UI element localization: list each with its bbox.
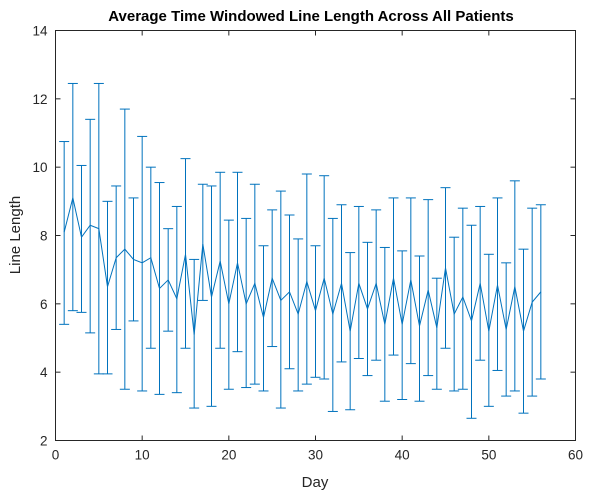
x-tick-label: 10 — [135, 448, 150, 463]
y-tick-label: 6 — [40, 297, 48, 312]
y-tick-label: 8 — [40, 229, 48, 244]
y-tick-label: 14 — [32, 24, 48, 39]
y-axis-label: Line Length — [7, 196, 24, 274]
x-tick-label: 20 — [221, 448, 236, 463]
y-tick-label: 12 — [32, 92, 47, 107]
x-tick-label: 60 — [568, 448, 583, 463]
x-axis-label: Day — [302, 474, 329, 491]
chart-title: Average Time Windowed Line Length Across… — [108, 8, 514, 25]
x-tick-label: 40 — [395, 448, 410, 463]
x-tick-label: 30 — [308, 448, 323, 463]
y-tick-label: 2 — [40, 434, 48, 449]
x-axis-ticks: 0 10 20 30 40 50 60 — [52, 30, 583, 463]
y-axis-ticks: 2 4 6 8 10 12 14 — [32, 24, 576, 449]
x-tick-label: 50 — [481, 448, 496, 463]
x-tick-label: 0 — [52, 448, 60, 463]
y-tick-label: 10 — [32, 160, 47, 175]
y-tick-label: 4 — [40, 365, 48, 380]
mean-line — [63, 197, 542, 335]
